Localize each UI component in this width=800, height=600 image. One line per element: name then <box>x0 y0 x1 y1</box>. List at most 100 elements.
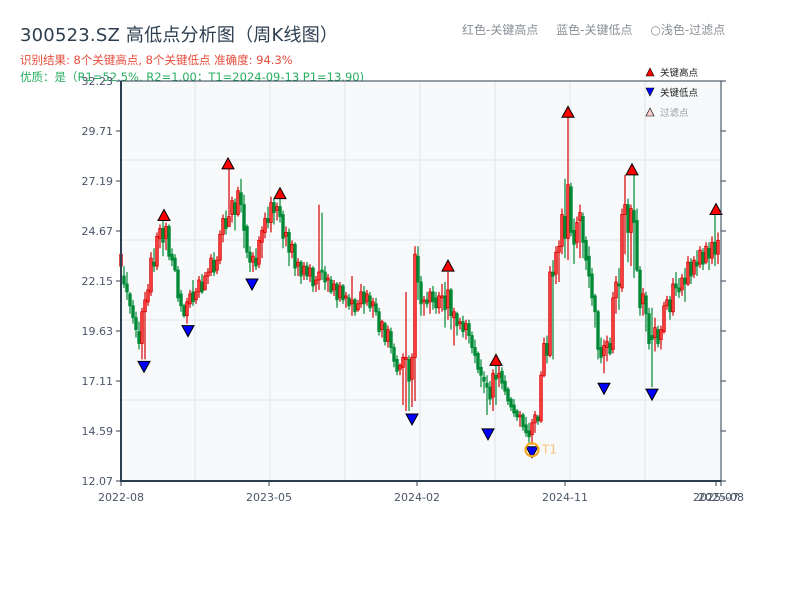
candle-up <box>533 414 537 424</box>
key-high-marker <box>625 162 639 176</box>
x-tick-label: 2024-02 <box>394 491 440 504</box>
candle-up <box>611 297 615 350</box>
candle-down <box>416 255 420 283</box>
candle-down <box>632 210 636 223</box>
candle-up <box>326 277 330 281</box>
key-low-marker <box>481 428 495 441</box>
candle-up <box>188 293 192 305</box>
legend-label: 关键低点 <box>660 87 699 99</box>
candle-down <box>467 323 471 336</box>
candle-up <box>269 202 273 223</box>
candle-down <box>545 343 549 356</box>
candle-down <box>494 374 498 380</box>
candles <box>119 117 720 445</box>
candle-down <box>563 216 567 239</box>
legend-high-icon <box>645 67 655 77</box>
candle-up <box>680 277 684 291</box>
candle-down <box>266 218 270 223</box>
candle-down <box>248 251 252 263</box>
candle-down <box>335 283 339 301</box>
candle-down <box>131 305 135 319</box>
key-low-marker <box>645 388 659 402</box>
candle-up <box>497 372 501 378</box>
candle-up <box>464 323 468 331</box>
candle-down <box>434 297 438 309</box>
color-legend: 红色-关键高点 蓝色-关键低点 ○浅色-过滤点 <box>462 21 725 38</box>
candle-up <box>446 289 450 309</box>
candle-down <box>125 283 129 293</box>
candle-up <box>146 289 150 303</box>
candle-up <box>164 226 168 239</box>
candle-down <box>272 202 276 213</box>
candle-down <box>182 305 186 317</box>
candle-up <box>548 271 552 356</box>
y-tick-label: 19.63 <box>82 325 114 338</box>
candle-down <box>374 303 378 313</box>
candle-down <box>551 271 555 277</box>
candle-down <box>239 192 243 206</box>
candle-down <box>320 269 324 273</box>
candle-up <box>302 265 306 275</box>
candle-up <box>602 345 606 356</box>
candle-down <box>362 291 366 305</box>
candle-up <box>692 259 696 275</box>
candle-down <box>488 386 492 400</box>
candle-down <box>245 226 249 253</box>
candle-up <box>440 295 444 299</box>
candle-up <box>332 283 336 291</box>
y-tick-label: 32.23 <box>82 75 114 88</box>
color-legend-filtered: ○浅色-过滤点 <box>650 23 726 37</box>
candle-up <box>605 341 609 348</box>
candle-down <box>347 297 351 307</box>
candle-down <box>134 317 138 331</box>
candle-down <box>596 311 600 350</box>
candle-down <box>341 285 345 301</box>
candle-up <box>359 291 363 305</box>
candle-down <box>200 281 204 293</box>
candle-up <box>578 212 582 221</box>
candle-up <box>542 343 546 376</box>
key-high-marker <box>441 259 455 272</box>
candle-up <box>344 295 348 299</box>
candle-up <box>260 230 264 243</box>
candle-up <box>398 364 402 370</box>
candle-down <box>626 204 630 233</box>
candle-down <box>443 295 447 311</box>
candle-down <box>587 255 591 277</box>
candle-down <box>617 283 621 287</box>
candle-down <box>407 358 411 382</box>
candle-down <box>392 347 396 362</box>
candle-down <box>593 295 597 313</box>
candle-up <box>314 279 318 285</box>
candle-down <box>431 291 435 303</box>
key-high-marker <box>221 156 235 170</box>
t1-label: T1 <box>541 443 557 457</box>
candle-up <box>194 291 198 301</box>
candle-down <box>212 259 216 273</box>
candle-up <box>296 261 300 267</box>
candle-up <box>356 303 360 311</box>
candle-up <box>308 267 312 277</box>
candle-down <box>689 261 693 277</box>
candle-down <box>647 313 651 344</box>
key-low-marker <box>525 446 539 459</box>
candle-up <box>686 261 690 285</box>
candle-down <box>473 347 477 356</box>
candle-up <box>452 311 456 319</box>
candle-down <box>353 299 357 313</box>
candle-up <box>215 259 219 271</box>
result-summary: 识别结果: 8个关键高点, 8个关键低点 准确度: 94.3% <box>20 53 293 67</box>
key-low-marker <box>245 278 259 292</box>
candle-up <box>185 301 189 317</box>
candle-down <box>161 228 165 243</box>
y-tick-label: 27.19 <box>82 175 114 188</box>
key-high-marker <box>157 208 171 221</box>
t1-ring <box>524 442 540 458</box>
candle-up <box>614 281 618 299</box>
candle-up <box>566 184 570 239</box>
candle-up <box>251 255 255 263</box>
candle-down <box>278 206 282 217</box>
candle-up <box>659 329 663 340</box>
candle-down <box>476 353 480 370</box>
